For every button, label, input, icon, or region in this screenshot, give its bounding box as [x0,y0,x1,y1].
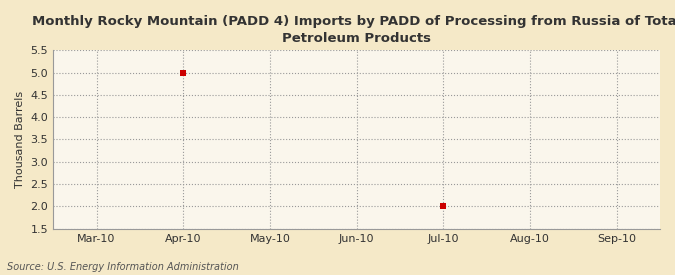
Title: Monthly Rocky Mountain (PADD 4) Imports by PADD of Processing from Russia of Tot: Monthly Rocky Mountain (PADD 4) Imports … [32,15,675,45]
Text: Source: U.S. Energy Information Administration: Source: U.S. Energy Information Administ… [7,262,238,272]
Y-axis label: Thousand Barrels: Thousand Barrels [15,91,25,188]
